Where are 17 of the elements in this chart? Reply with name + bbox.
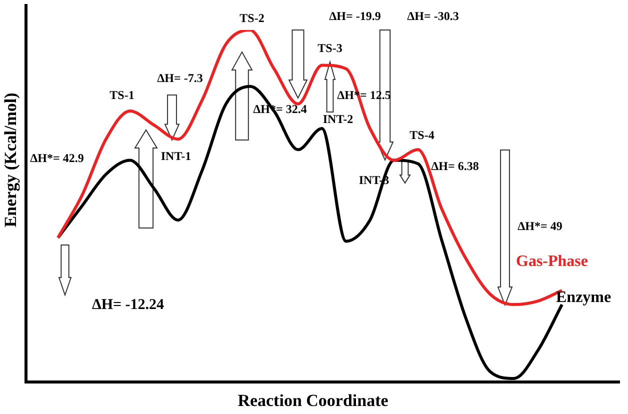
annotation: ΔH= 6.38 bbox=[431, 159, 479, 173]
annotation: INT-1 bbox=[160, 149, 192, 163]
series-label: Gas-Phase bbox=[516, 253, 588, 270]
annotation: ΔH= -12.24 bbox=[92, 297, 165, 313]
annotation: ΔH*= 42.9 bbox=[30, 151, 84, 165]
annotation: ΔH*= 49 bbox=[518, 219, 562, 233]
text: TS-2 bbox=[240, 11, 264, 25]
text: ΔH= -19.9 bbox=[329, 9, 381, 23]
annotation: ΔH= -7.3 bbox=[157, 71, 203, 85]
y-axis-title: Energy (Kcal/mol) bbox=[1, 92, 20, 228]
annotation: TS-1 bbox=[110, 88, 134, 102]
annotation: TS-4 bbox=[410, 128, 434, 142]
x-axis-title: Reaction Coordinate bbox=[238, 391, 389, 410]
text: ΔH= -30.3 bbox=[407, 9, 459, 23]
annotation: TS-3 bbox=[318, 41, 342, 55]
series-label: Enzyme bbox=[556, 289, 612, 306]
annotation: INT-2 bbox=[322, 112, 354, 126]
